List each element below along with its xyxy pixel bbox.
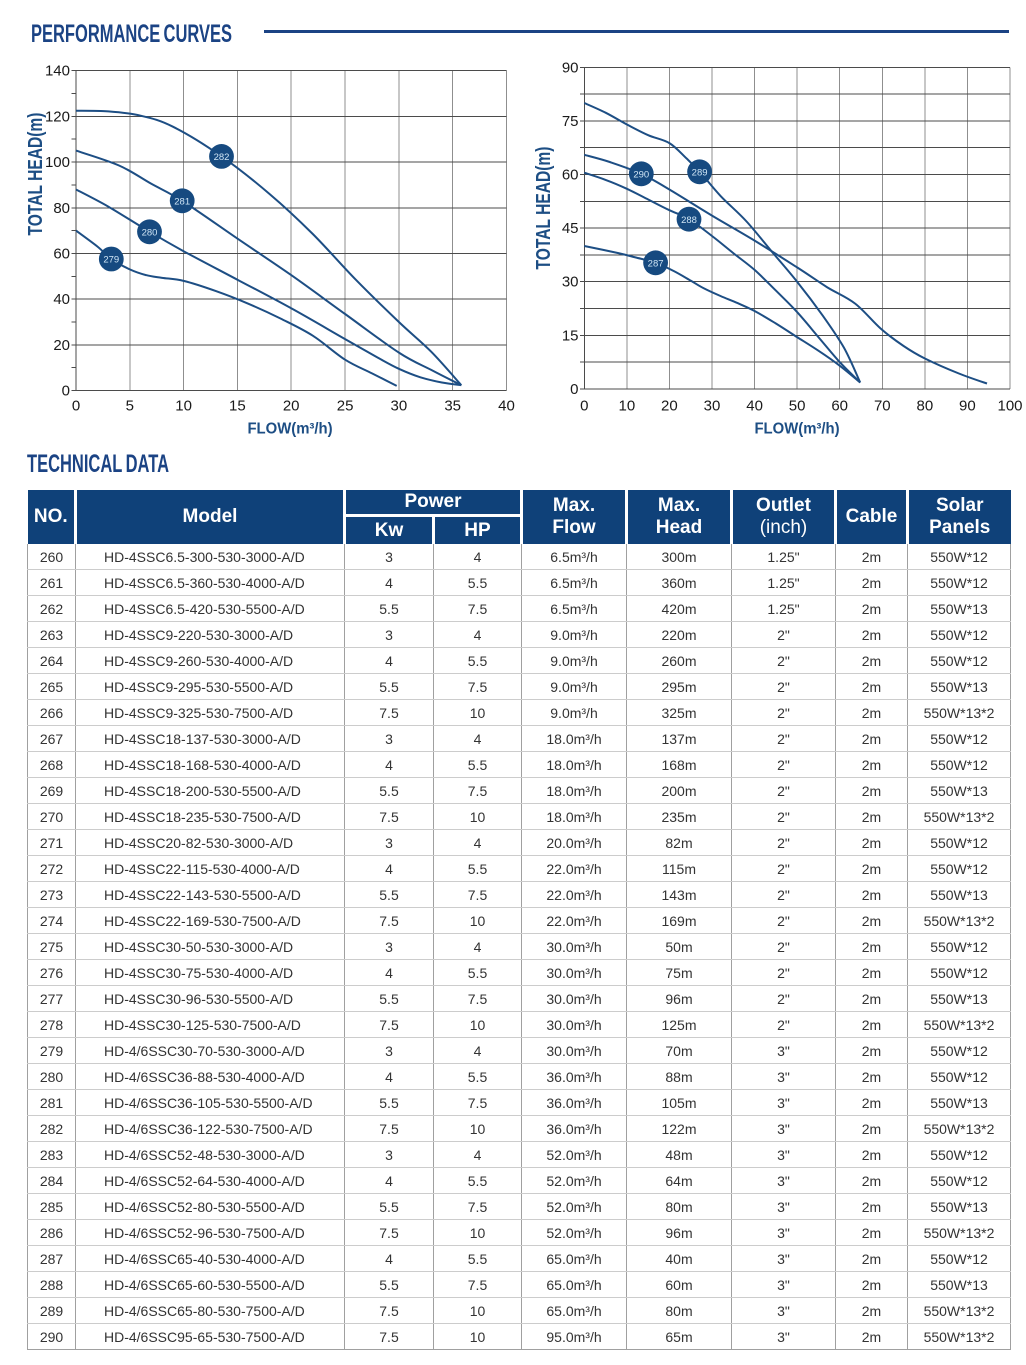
svg-text:5: 5 — [126, 398, 134, 415]
svg-text:40: 40 — [498, 398, 515, 415]
svg-text:80: 80 — [53, 200, 70, 217]
svg-text:100: 100 — [997, 398, 1022, 415]
svg-text:10: 10 — [175, 398, 192, 415]
svg-text:0: 0 — [62, 383, 70, 400]
svg-text:75: 75 — [562, 113, 579, 130]
svg-text:281: 281 — [174, 196, 190, 207]
svg-text:0: 0 — [580, 398, 588, 415]
svg-text:289: 289 — [692, 167, 708, 178]
svg-text:45: 45 — [562, 220, 579, 237]
svg-text:279: 279 — [103, 255, 119, 266]
svg-text:TOTAL HEAD(m): TOTAL HEAD(m) — [24, 112, 46, 235]
svg-text:60: 60 — [831, 398, 848, 415]
svg-text:20: 20 — [283, 398, 300, 415]
svg-text:35: 35 — [444, 398, 461, 415]
svg-text:40: 40 — [746, 398, 763, 415]
svg-text:282: 282 — [214, 152, 230, 163]
svg-text:280: 280 — [142, 227, 158, 238]
svg-text:30: 30 — [562, 274, 579, 291]
svg-text:10: 10 — [619, 398, 636, 415]
svg-text:120: 120 — [45, 108, 70, 125]
svg-text:FLOW(m³/h): FLOW(m³/h) — [754, 420, 839, 437]
svg-text:288: 288 — [681, 215, 697, 226]
svg-text:15: 15 — [229, 398, 246, 415]
svg-text:287: 287 — [648, 258, 664, 269]
svg-text:100: 100 — [45, 154, 70, 171]
svg-text:FLOW(m³/h): FLOW(m³/h) — [247, 420, 332, 437]
svg-text:70: 70 — [874, 398, 891, 415]
svg-text:30: 30 — [704, 398, 721, 415]
svg-text:0: 0 — [570, 381, 578, 398]
svg-text:60: 60 — [562, 167, 579, 184]
svg-text:20: 20 — [53, 337, 70, 354]
svg-text:25: 25 — [337, 398, 354, 415]
svg-text:290: 290 — [633, 169, 649, 180]
svg-text:90: 90 — [959, 398, 976, 415]
svg-text:15: 15 — [562, 327, 579, 344]
svg-text:50: 50 — [789, 398, 806, 415]
svg-text:20: 20 — [661, 398, 678, 415]
svg-text:90: 90 — [562, 59, 579, 76]
svg-text:40: 40 — [53, 291, 70, 308]
svg-text:80: 80 — [917, 398, 934, 415]
svg-text:0: 0 — [72, 398, 80, 415]
svg-text:TOTAL HEAD(m): TOTAL HEAD(m) — [532, 146, 554, 269]
svg-text:60: 60 — [53, 245, 70, 262]
svg-text:30: 30 — [391, 398, 408, 415]
svg-text:140: 140 — [45, 63, 70, 80]
